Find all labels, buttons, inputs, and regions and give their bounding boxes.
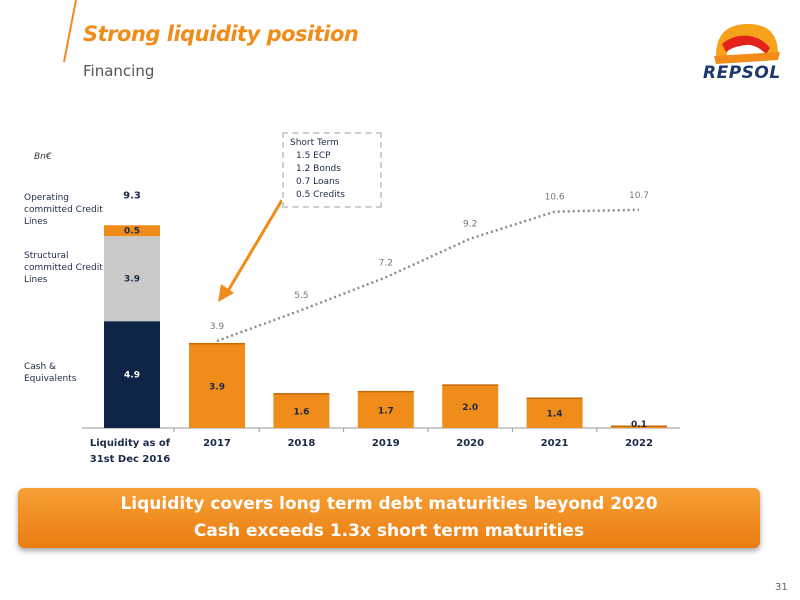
unit-label: Bn€ (34, 152, 52, 162)
x-tick-2019: 2019 (372, 438, 400, 449)
x-tick-liquidity-line-2: 31st Dec 2016 (90, 454, 170, 465)
bar-2019 (357, 390, 414, 428)
bar-value-label-2020: 2.0 (462, 403, 478, 413)
short-term-callout: Short Term 1.5 ECP 1.2 Bonds 0.7 Loans 0… (282, 132, 382, 208)
liquidity-total-label: 9.3 (123, 190, 141, 201)
legend-cash-equivalents: Cash & Equivalents (24, 362, 77, 384)
page-subtitle: Financing (83, 62, 155, 80)
bar-value-label-2021: 1.4 (547, 410, 563, 420)
bar-top-edge-2022 (611, 425, 667, 427)
bar-top-edge-2017 (189, 342, 245, 345)
bar-2021 (526, 397, 583, 428)
x-tick-2018: 2018 (287, 438, 315, 449)
cumulative-label-2017: 3.9 (210, 322, 225, 332)
callout-item-credits: 0.5 Credits (296, 190, 345, 200)
x-tick-liquidity-line-1: Liquidity as of (90, 438, 171, 449)
page-number: 31 (775, 582, 788, 593)
callout-title: Short Term (290, 138, 339, 148)
liquidity-segment-label-structural-committed-credit-lines: 3.9 (124, 275, 140, 285)
cumulative-label-2022: 10.7 (629, 191, 649, 201)
banner-line-1: Liquidity covers long term debt maturiti… (120, 494, 658, 514)
bar-top-edge-2018 (273, 393, 330, 395)
x-tick-2017: 2017 (203, 438, 231, 449)
liquidity-segment-label-cash-equivalents: 4.9 (124, 371, 140, 381)
callout-arrow-line (223, 199, 284, 297)
cumulative-line (216, 208, 640, 343)
bar-2020 (442, 384, 499, 428)
bar-top-edge-2019 (357, 390, 414, 393)
x-tick-2021: 2021 (541, 438, 569, 449)
repsol-logo-icon (714, 24, 780, 64)
banner-line-2: Cash exceeds 1.3x short term maturities (193, 521, 585, 541)
bar-value-label-2019: 1.7 (378, 406, 394, 416)
page-title: Strong liquidity position (83, 22, 359, 46)
cumulative-label-2021: 10.6 (545, 193, 565, 203)
x-tick-2020: 2020 (456, 438, 484, 449)
liquidity-segment-label-operating-committed-credit-lines: 0.5 (124, 227, 140, 237)
bar-2017 (189, 342, 245, 428)
title-accent-slash (63, 0, 77, 62)
legend-structural-credit-lines: Structural committed Credit Lines (24, 251, 103, 285)
bar-top-edge-2020 (442, 384, 499, 386)
liquidity-segment-cash-equivalents (104, 321, 160, 428)
callout-item-bonds: 1.2 Bonds (296, 164, 341, 174)
bar-top-edge-2021 (526, 397, 583, 399)
bar-value-label-2017: 3.9 (209, 382, 225, 392)
callout-item-loans: 0.7 Loans (296, 177, 340, 187)
callout-arrow-head (218, 284, 234, 302)
callout-item-ecp: 1.5 ECP (296, 151, 331, 161)
cumulative-label-2019: 7.2 (379, 258, 393, 268)
repsol-logo-text: REPSOL (703, 63, 781, 83)
legend-operating-credit-lines: Operating committed Credit Lines (24, 193, 103, 227)
x-tick-2022: 2022 (625, 438, 653, 449)
liquidity-segment-structural-committed-credit-lines (104, 236, 160, 322)
cumulative-label-2020: 9.2 (463, 220, 477, 230)
bar-value-label-2022: 0.1 (631, 420, 647, 430)
bar-2018 (273, 393, 330, 428)
liquidity-segment-operating-committed-credit-lines (104, 225, 160, 237)
bar-value-label-2018: 1.6 (293, 408, 309, 418)
conclusion-banner: Liquidity covers long term debt maturiti… (18, 488, 760, 548)
cumulative-label-2018: 5.5 (294, 291, 308, 301)
